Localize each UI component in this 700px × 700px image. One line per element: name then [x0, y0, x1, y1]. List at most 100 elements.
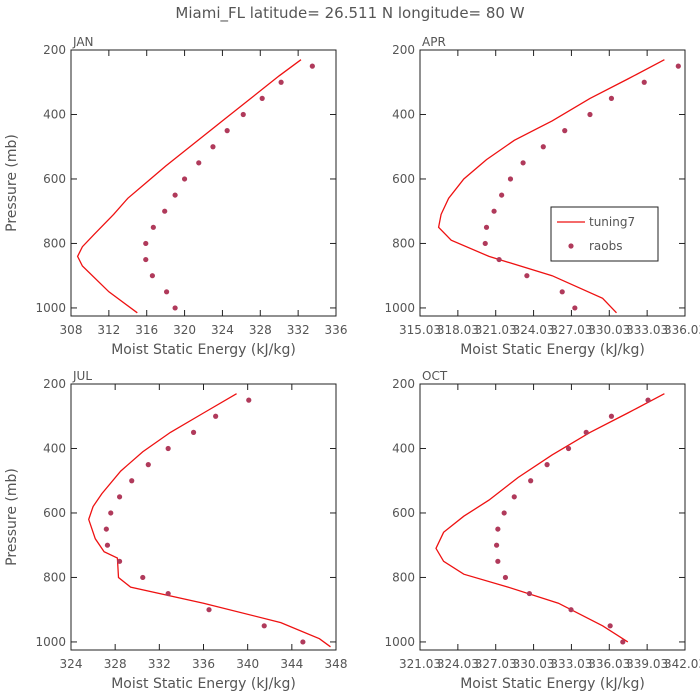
x-tick-label: 327.03: [550, 323, 592, 337]
data-point-raobs: [483, 224, 490, 230]
x-tick-label: 344: [280, 657, 303, 671]
data-point-raobs: [103, 526, 109, 532]
x-tick-label: 312: [97, 323, 120, 337]
panel-label: OCT: [422, 369, 448, 383]
panel-jan: 308 312 316 320 324 328 332 336 200 400 600 800 1000…: [4, 35, 347, 358]
data-point-raobs: [172, 305, 178, 311]
series-line-tuning7: [435, 393, 665, 643]
data-point-raobs: [507, 176, 514, 182]
data-point-raobs: [491, 208, 497, 214]
x-tick-label: 336.03: [588, 657, 630, 671]
x-tick-label: 321.03: [399, 657, 441, 671]
data-point-raobs: [145, 462, 151, 468]
x-tick-label: 336.03: [664, 323, 700, 337]
data-point-raobs: [206, 607, 212, 613]
y-tick-label: 1000: [35, 301, 66, 315]
x-tick-label: 342.03: [664, 657, 700, 671]
data-point-raobs: [524, 273, 530, 279]
x-tick-label: 320: [173, 323, 196, 337]
data-point-raobs: [540, 144, 546, 150]
data-point-raobs: [482, 240, 488, 247]
data-point-raobs: [116, 494, 123, 500]
data-point-raobs: [150, 224, 156, 230]
data-point-raobs: [526, 590, 533, 597]
data-point-raobs: [645, 397, 651, 403]
legend-label: tuning7: [589, 215, 635, 229]
data-point-raobs: [496, 256, 502, 263]
data-point-raobs: [246, 397, 252, 403]
x-tick-label: 339.03: [626, 657, 668, 671]
data-point-raobs: [495, 526, 501, 532]
data-point-raobs: [583, 429, 589, 435]
x-axis-label: Moist Static Energy (kJ/kg): [111, 342, 296, 358]
y-tick-label: 600: [43, 172, 66, 186]
series-line-tuning7: [76, 59, 302, 314]
x-tick-label: 321.03: [475, 323, 517, 337]
panel-apr: 315.03318.03321.03324.03327.03330.03333.…: [384, 35, 700, 358]
panel-label: JUL: [72, 369, 92, 383]
x-tick-label: 327.03: [475, 657, 517, 671]
data-point-raobs: [163, 289, 170, 295]
y-tick-label: 1000: [384, 635, 415, 649]
y-tick-label: 200: [392, 43, 415, 57]
y-tick-label: 400: [43, 441, 66, 455]
x-tick-label: 316: [135, 323, 158, 337]
x-tick-label: 333.03: [550, 657, 592, 671]
y-axis-label: Pressure (mb): [4, 468, 20, 566]
data-point-raobs: [140, 574, 146, 581]
data-point-raobs: [511, 494, 517, 500]
y-tick-label: 800: [392, 236, 415, 250]
y-tick-label: 400: [392, 107, 415, 121]
x-tick-label: 336: [192, 657, 215, 671]
data-point-raobs: [278, 79, 284, 85]
y-axis-label: Pressure (mb): [4, 134, 20, 232]
data-point-raobs: [502, 574, 509, 581]
y-tick-label: 200: [43, 377, 66, 391]
y-tick-label: 800: [392, 570, 415, 584]
y-tick-label: 200: [392, 377, 415, 391]
y-tick-label: 400: [43, 107, 66, 121]
y-tick-label: 1000: [35, 635, 66, 649]
y-tick-label: 800: [43, 236, 66, 250]
x-tick-label: 328: [249, 323, 272, 337]
y-tick-label: 600: [43, 506, 66, 520]
data-point-raobs: [528, 478, 534, 484]
plot-frame: [70, 49, 337, 317]
x-axis-label: Moist Static Energy (kJ/kg): [460, 676, 645, 692]
data-point-raobs: [210, 144, 216, 150]
data-point-raobs: [162, 208, 168, 214]
data-point-raobs: [181, 176, 188, 182]
data-point-raobs: [309, 63, 315, 69]
series-line-tuning7: [88, 393, 331, 648]
x-tick-label: 336: [325, 323, 348, 337]
x-tick-label: 332: [148, 657, 171, 671]
data-point-raobs: [116, 558, 123, 564]
data-point-raobs: [165, 445, 171, 452]
plot-frame: [70, 383, 337, 651]
data-point-raobs: [608, 413, 615, 419]
data-point-raobs: [172, 192, 178, 198]
x-tick-label: 328: [104, 657, 127, 671]
x-tick-label: 333.03: [626, 323, 668, 337]
x-tick-label: 324: [60, 657, 83, 671]
data-point-raobs: [544, 462, 550, 468]
data-point-raobs: [568, 607, 574, 613]
data-point-raobs: [565, 445, 572, 452]
data-point-raobs: [165, 590, 171, 597]
data-point-raobs: [520, 160, 526, 166]
x-tick-label: 324.03: [437, 657, 479, 671]
y-tick-label: 400: [392, 441, 415, 455]
data-point-raobs: [493, 542, 500, 548]
data-point-raobs: [572, 305, 578, 311]
x-tick-label: 348: [325, 657, 348, 671]
data-point-raobs: [224, 128, 230, 134]
data-point-raobs: [562, 128, 568, 134]
legend-dot-swatch: [568, 243, 574, 249]
data-point-raobs: [149, 273, 155, 279]
y-tick-label: 200: [43, 43, 66, 57]
y-tick-label: 600: [392, 172, 415, 186]
x-tick-label: 330.03: [588, 323, 630, 337]
data-point-raobs: [608, 95, 615, 101]
y-tick-label: 800: [43, 570, 66, 584]
